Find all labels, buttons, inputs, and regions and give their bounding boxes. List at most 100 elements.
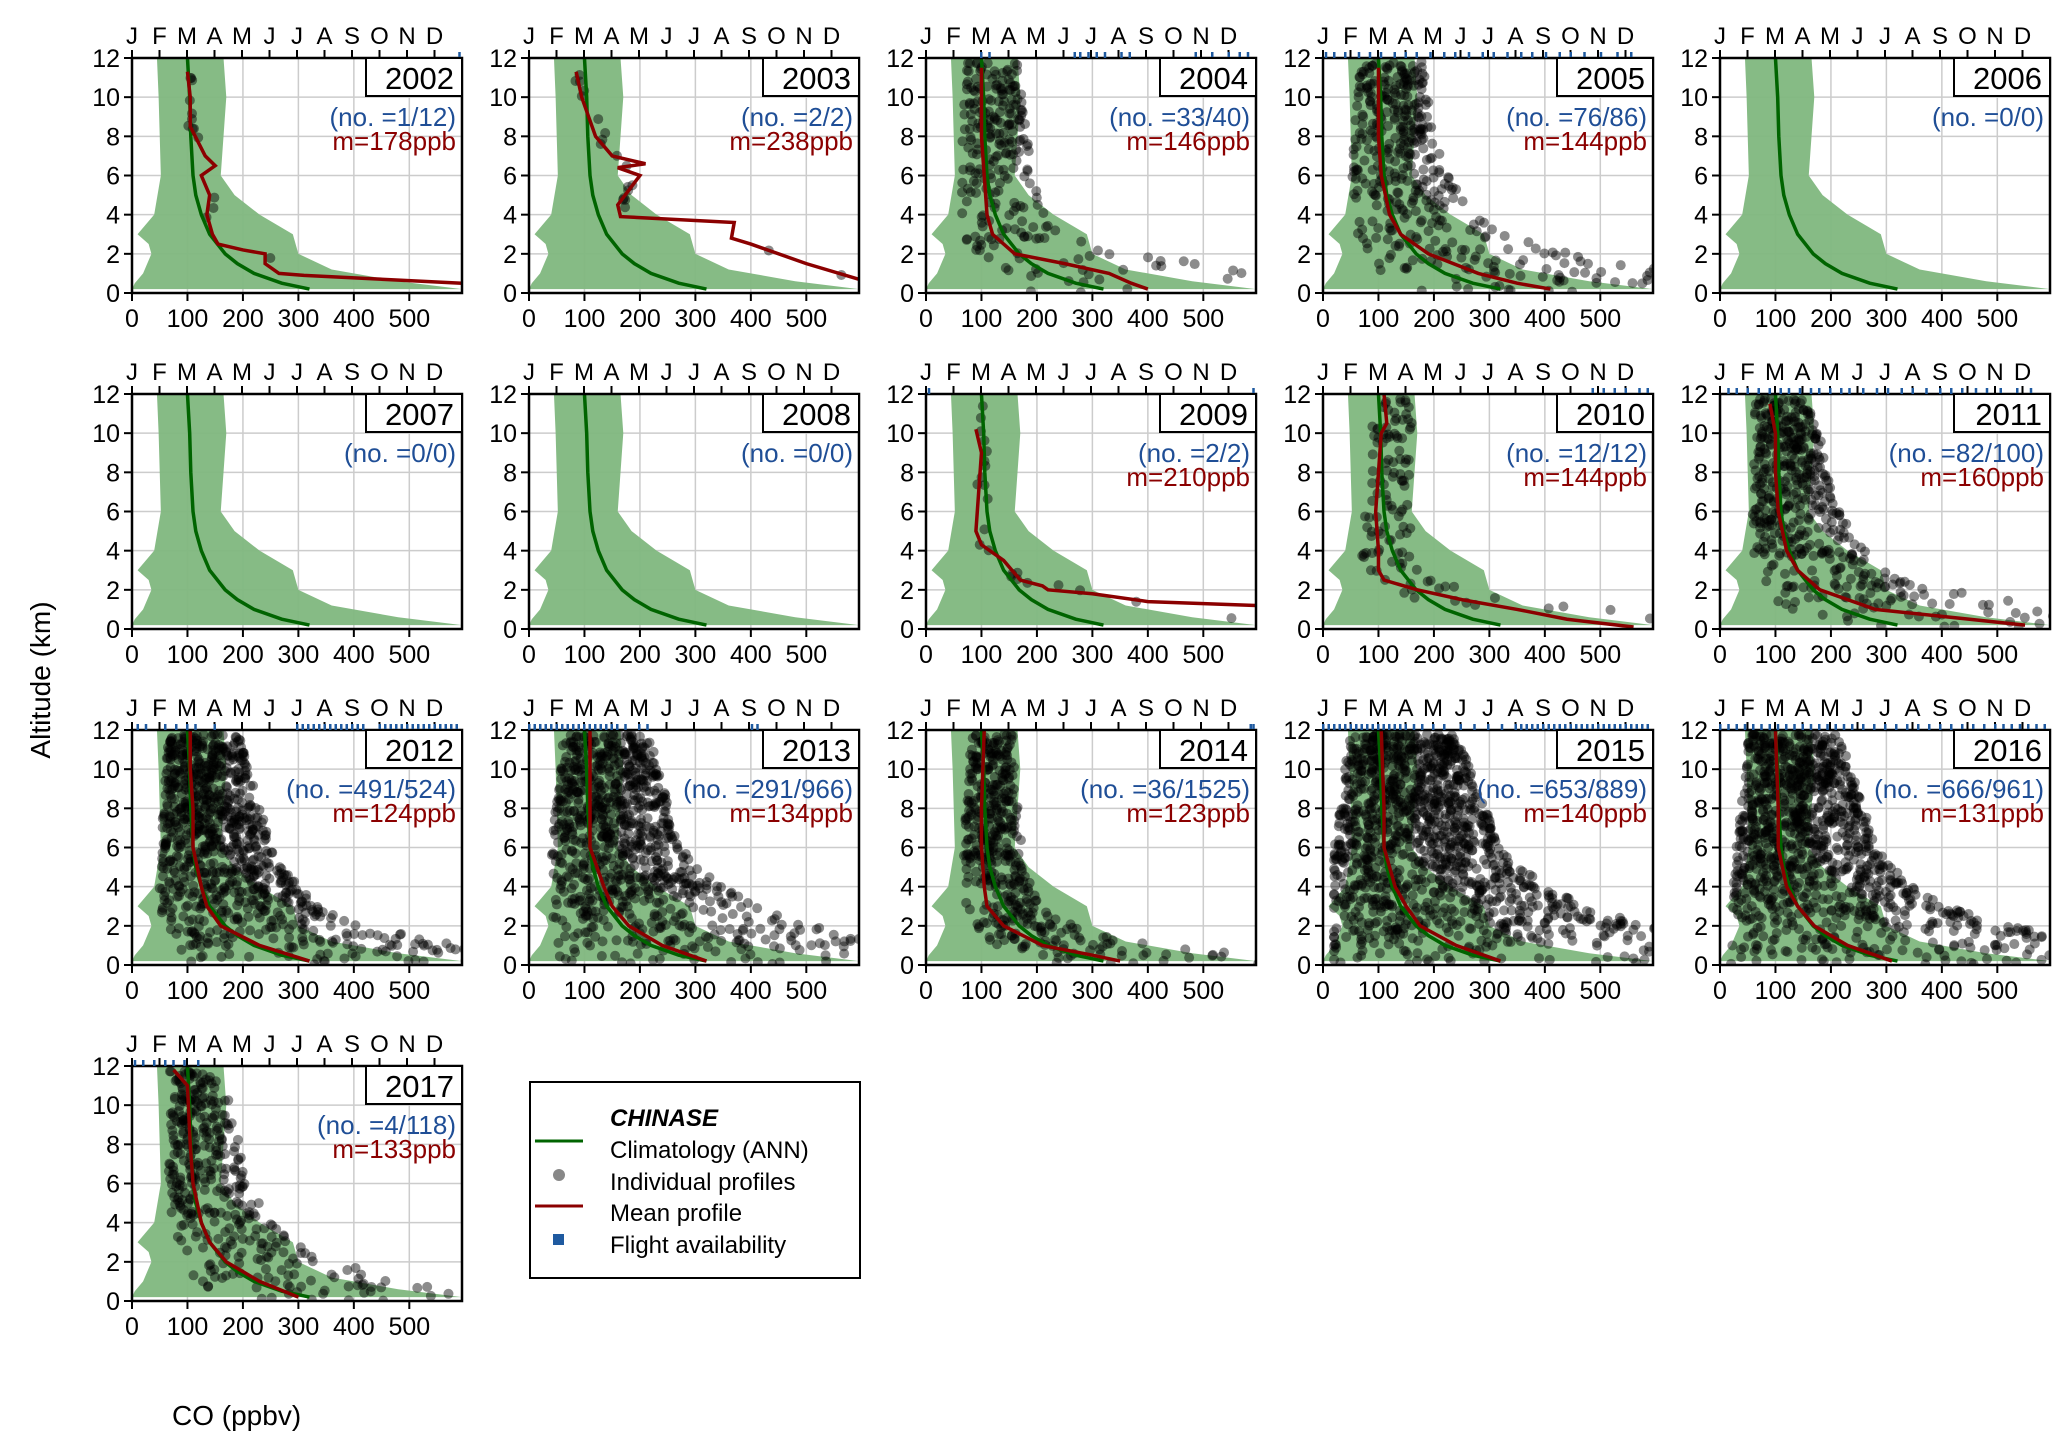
profile-point: [649, 911, 660, 922]
profile-point: [297, 901, 308, 912]
month-tick-label: D: [426, 23, 443, 50]
profile-point: [1405, 523, 1416, 534]
profile-point: [1409, 99, 1420, 110]
profile-point: [1824, 548, 1835, 559]
profile-point: [1423, 226, 1434, 237]
profile-point: [245, 863, 256, 874]
profile-point: [1815, 436, 1826, 447]
profile-point: [198, 916, 209, 927]
profile-point: [602, 921, 613, 932]
climatology-envelope: [1720, 394, 2050, 626]
profile-point: [433, 947, 444, 958]
profile-point: [212, 791, 223, 802]
profile-point: [284, 932, 295, 943]
profile-point: [225, 790, 236, 801]
profile-point: [1370, 190, 1381, 201]
profile-point: [176, 807, 187, 818]
x-tick-label: 300: [675, 305, 717, 333]
profile-point: [560, 831, 571, 842]
profile-point: [1384, 253, 1395, 264]
profile-point: [1383, 429, 1394, 440]
profile-point: [1829, 565, 1840, 576]
y-tick-label: 4: [1297, 202, 1311, 230]
profile-point: [627, 755, 638, 766]
profile-point: [193, 813, 204, 824]
profile-point: [176, 810, 187, 821]
month-tick-label: J: [661, 695, 673, 722]
profile-point: [1016, 105, 1027, 116]
profile-point: [1354, 81, 1365, 92]
flight-availability-mark: [1454, 52, 1457, 58]
mean-value-label: m=144ppb: [1523, 126, 1647, 156]
x-tick-label: 300: [1072, 977, 1114, 1005]
profile-point: [1352, 165, 1363, 176]
y-tick-label: 8: [900, 795, 914, 823]
profile-point: [239, 855, 250, 866]
profile-point: [159, 808, 170, 819]
flight-availability-mark: [175, 724, 178, 730]
profile-point: [1756, 496, 1767, 507]
profile-point: [559, 832, 570, 843]
profile-point: [193, 934, 204, 945]
profile-point: [1810, 490, 1821, 501]
y-tick-label: 6: [503, 499, 517, 527]
x-tick-label: 100: [564, 977, 606, 1005]
profile-point: [280, 892, 291, 903]
profile-point: [209, 793, 220, 804]
profile-point: [212, 730, 223, 740]
profile-point: [1663, 283, 1673, 293]
profile-point: [615, 869, 626, 880]
profile-point: [197, 824, 208, 835]
profile-point: [175, 887, 186, 898]
flight-availability-mark: [406, 724, 409, 730]
y-tick-label: 4: [503, 202, 517, 230]
profile-point: [201, 782, 212, 793]
profile-point: [233, 819, 244, 830]
profile-point: [654, 830, 665, 841]
profile-point: [1783, 472, 1794, 483]
flight-availability-mark: [458, 52, 461, 58]
profile-point: [1351, 165, 1362, 176]
profile-count-label: (no. =33/40): [1109, 102, 1250, 132]
profile-point: [1894, 578, 1905, 589]
profile-point: [548, 912, 559, 923]
profile-point: [222, 797, 233, 808]
profile-point: [635, 800, 646, 811]
profile-point: [1019, 231, 1030, 242]
profile-point: [560, 826, 571, 837]
profile-point: [971, 149, 982, 160]
profile-point: [1751, 481, 1762, 492]
profile-point: [215, 750, 226, 761]
profile-point: [1781, 489, 1792, 500]
profile-point: [970, 73, 981, 84]
profile-point: [208, 846, 219, 857]
profile-point: [717, 913, 728, 924]
profile-point: [1443, 173, 1454, 184]
profile-point: [1429, 197, 1440, 208]
profile-point: [173, 842, 184, 853]
month-tick-label: J: [1879, 359, 1891, 386]
profile-point: [1806, 454, 1817, 465]
profile-point: [1776, 421, 1787, 432]
profile-point: [1373, 223, 1384, 234]
profile-point: [231, 832, 242, 843]
profile-point: [422, 939, 433, 950]
x-tick-label: 100: [1358, 641, 1400, 669]
profile-point: [228, 817, 239, 828]
profile-point: [641, 821, 652, 832]
profile-point: [169, 780, 180, 791]
profile-point: [603, 739, 614, 750]
profile-point: [617, 850, 628, 861]
profile-point: [1663, 272, 1673, 282]
x-tick-label: 0: [125, 305, 139, 333]
profile-point: [197, 743, 208, 754]
profile-point: [596, 763, 607, 774]
profile-point: [325, 920, 336, 931]
profile-point: [563, 779, 574, 790]
profile-point: [1819, 545, 1830, 556]
profile-point: [225, 823, 236, 834]
mean-value-label: m=238ppb: [729, 126, 853, 156]
profile-point: [232, 911, 243, 922]
profile-point: [647, 872, 658, 883]
profile-point: [1895, 577, 1906, 588]
